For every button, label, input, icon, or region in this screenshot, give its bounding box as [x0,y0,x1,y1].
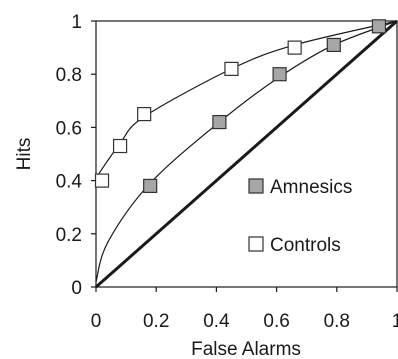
controls-point [112,138,128,154]
y-tick-label: 1 [71,12,82,33]
y-tick-label: 0 [71,278,82,299]
y-axis-title: Hits [14,138,35,171]
x-tick-label: 0 [91,311,102,332]
controls-point [224,61,239,76]
controls-legend-swatch [248,236,264,252]
amnesics-legend-swatch [248,178,264,194]
amnesics-legend-label: Amnesics [270,177,352,198]
y-tick-label: 0.4 [56,172,83,193]
legend: Amnesics Controls [248,177,352,256]
amnesics-point [212,114,227,130]
tick-labels: 0 0.2 0.4 0.6 0.8 1 0 0.2 0.4 0.6 0.8 1 [56,12,398,332]
x-tick-label: 1 [392,311,398,332]
chance-line [95,19,398,289]
plot-area [95,20,398,288]
controls-legend-label: Controls [270,235,341,256]
x-tick-label: 0.2 [143,311,169,332]
data-points [94,19,387,194]
x-tick-label: 0.8 [324,311,350,332]
amnesics-point [326,37,341,53]
amnesics-point [143,178,158,194]
controls-point [94,173,110,188]
controls-point [287,40,302,55]
x-tick-label: 0.6 [263,311,289,332]
y-tick-label: 0.8 [56,65,82,86]
x-axis-title: False Alarms [191,339,301,359]
controls-point [137,106,152,122]
y-tick-label: 0.2 [56,225,82,246]
amnesics-point [371,19,387,34]
amnesics-point [272,67,287,82]
plot-border [95,20,398,288]
y-tick-label: 0.6 [56,118,82,139]
chance-line-group [95,19,398,289]
x-tick-label: 0.4 [203,311,230,332]
